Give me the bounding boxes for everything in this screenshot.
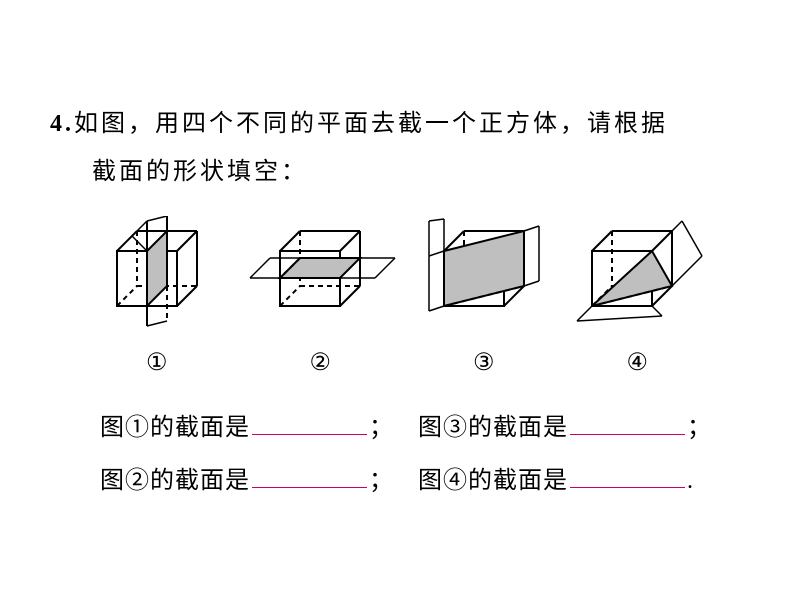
figure-4 xyxy=(562,216,712,336)
figure-2 xyxy=(235,216,405,336)
answer-3: 图③的截面是 ； xyxy=(418,402,712,455)
answer-1: 图①的截面是 ； xyxy=(100,402,394,455)
answer-row-1: 图①的截面是 ； 图③的截面是 ； xyxy=(100,402,744,455)
sep-3: ； xyxy=(687,402,712,455)
line1: 4.如图，用四个不同的平面去截一个正方体，请根据 xyxy=(50,100,744,148)
figure-3-label: ③ xyxy=(473,348,495,377)
answer-1-prefix: 图①的截面是 xyxy=(100,402,250,455)
figure-4-label: ④ xyxy=(626,348,648,377)
answer-row-2: 图②的截面是 ； 图④的截面是 . xyxy=(100,455,744,508)
figures-row: ① ② xyxy=(50,216,744,377)
sep-1: ； xyxy=(369,402,394,455)
answer-4-prefix: 图④的截面是 xyxy=(418,455,568,508)
figure-1 xyxy=(82,216,232,336)
question-block: 4.如图，用四个不同的平面去截一个正方体，请根据 截面的形状填空： xyxy=(50,100,744,196)
sep-2: ； xyxy=(369,455,394,508)
answers-block: 图①的截面是 ； 图③的截面是 ； 图②的截面是 ； 图④的截面是 . xyxy=(50,402,744,508)
blank-3[interactable] xyxy=(570,411,685,435)
figure-1-label: ① xyxy=(146,348,168,377)
question-text-1: 如图，用四个不同的平面去截一个正方体，请根据 xyxy=(74,111,668,137)
question-text-2: 截面的形状填空： xyxy=(50,148,744,196)
sep-4: . xyxy=(687,455,694,508)
figure-3-wrap: ③ xyxy=(409,216,559,377)
figure-3 xyxy=(409,216,559,336)
blank-4[interactable] xyxy=(570,464,685,488)
question-number: 4. xyxy=(50,111,74,137)
answer-3-prefix: 图③的截面是 xyxy=(418,402,568,455)
blank-2[interactable] xyxy=(252,464,367,488)
answer-2: 图②的截面是 ； xyxy=(100,455,394,508)
blank-1[interactable] xyxy=(252,411,367,435)
figure-1-wrap: ① xyxy=(82,216,232,377)
answer-4: 图④的截面是 . xyxy=(418,455,694,508)
answer-2-prefix: 图②的截面是 xyxy=(100,455,250,508)
figure-4-wrap: ④ xyxy=(562,216,712,377)
figure-2-label: ② xyxy=(309,348,331,377)
figure-2-wrap: ② xyxy=(235,216,405,377)
